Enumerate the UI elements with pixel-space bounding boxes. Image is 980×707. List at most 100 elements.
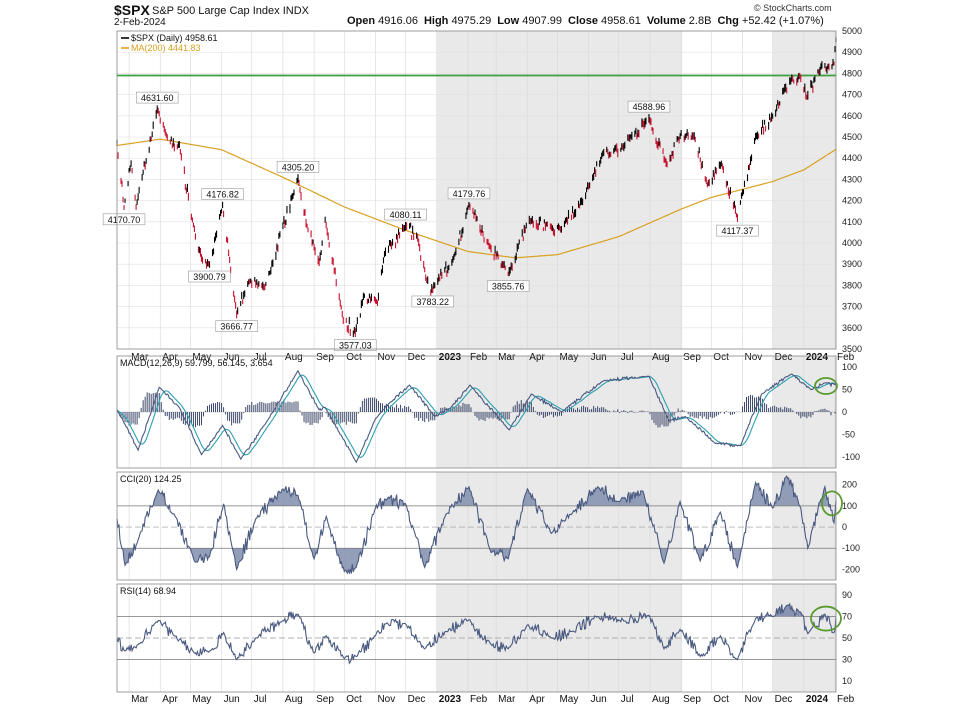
y-tick-label: 0 (842, 522, 847, 532)
price-label-box (716, 224, 759, 237)
price-label-box (201, 188, 244, 200)
x-tick-label: Jul (621, 694, 634, 705)
price-label-box (188, 270, 231, 283)
x-tick-label: May (192, 694, 211, 705)
price-label: 4170.70 (108, 215, 141, 225)
quote-value: 4916.06 (378, 15, 418, 27)
y-tick-label: -200 (842, 564, 860, 574)
legend-ma: MA(200) 4441.83 (131, 43, 201, 53)
x-tick-label: May (559, 352, 578, 363)
x-tick-label: Oct (346, 352, 362, 363)
x-tick-label: Jul (254, 352, 267, 363)
y-tick-label: 5000 (842, 26, 862, 36)
x-tick-label: Sep (683, 694, 701, 705)
quote-label: Close (568, 15, 602, 27)
x-tick-label: Nov (377, 694, 395, 705)
y-tick-label: 3500 (842, 344, 862, 354)
x-tick-label: Nov (377, 352, 395, 363)
x-tick-label: Apr (529, 694, 545, 705)
y-tick-label: 4200 (842, 196, 862, 206)
x-tick-label: Dec (775, 694, 793, 705)
y-tick-label: 4600 (842, 111, 862, 121)
rsi-legend: RSI(14) 68.94 (120, 586, 176, 596)
x-tick-label: Feb (837, 352, 855, 363)
quote-value: 2.8B (688, 15, 712, 27)
quote-value: +52.42 (+1.07%) (741, 15, 824, 27)
x-tick-label: Apr (529, 352, 545, 363)
y-tick-label: 70 (842, 611, 852, 621)
y-tick-label: 10 (842, 676, 852, 686)
y-tick-label: 4000 (842, 238, 862, 248)
x-tick-label: Apr (162, 694, 178, 705)
quote-label: Open (347, 15, 379, 27)
macd-legend: MACD(12,26,9) 59.799, 56.145, 3.654 (120, 358, 273, 368)
y-tick-label: 3600 (842, 323, 862, 333)
x-tick-label: Aug (652, 694, 670, 705)
price-label-box (384, 208, 427, 221)
ticker-symbol: $SPX (114, 2, 150, 18)
price-label: 4176.82 (206, 190, 239, 200)
x-tick-label: Feb (470, 694, 488, 705)
x-tick-label: Nov (744, 694, 762, 705)
x-tick-label: Sep (316, 694, 334, 705)
x-tick-label: Oct (713, 694, 729, 705)
legend-price: $SPX (Daily) 4958.61 (131, 33, 218, 43)
x-tick-label: 2024 (806, 352, 829, 363)
y-tick-label: 3700 (842, 302, 862, 312)
y-tick-label: 50 (842, 633, 852, 643)
x-tick-label: Dec (408, 352, 426, 363)
x-tick-label: 2024 (806, 694, 829, 705)
quote-label: Low (497, 15, 523, 27)
x-tick-label: Jun (224, 352, 240, 363)
x-tick-label: May (559, 694, 578, 705)
x-tick-label: May (192, 352, 211, 363)
quote-value: 4958.61 (601, 15, 641, 27)
y-tick-label: 4300 (842, 174, 862, 184)
x-tick-label: Mar (498, 694, 516, 705)
y-tick-label: 4400 (842, 153, 862, 163)
quote-label: Volume (646, 15, 689, 27)
x-tick-label: Nov (744, 352, 762, 363)
macd-line (116, 369, 837, 464)
quote-value: 4975.29 (451, 15, 492, 27)
x-tick-label: Mar (131, 352, 149, 363)
price-label-box (334, 339, 377, 351)
y-tick-label: 30 (842, 655, 852, 665)
y-tick-label: 3900 (842, 259, 862, 269)
highlight-circle (814, 377, 838, 395)
panel-border (116, 583, 837, 693)
price-label: 3666.77 (220, 322, 253, 332)
price-label: 4305.20 (282, 162, 315, 172)
legend-box (118, 32, 236, 52)
x-tick-label: Mar (498, 352, 516, 363)
price-label: 4117.37 (722, 226, 754, 236)
y-tick-label: 90 (842, 590, 852, 600)
panel-border (116, 355, 837, 469)
x-tick-label: Dec (775, 352, 793, 363)
price-label: 3855.76 (492, 282, 525, 292)
highlight-circle (821, 490, 843, 517)
price-label: 4588.96 (633, 102, 666, 112)
x-tick-label: Aug (652, 352, 670, 363)
y-tick-label: -100 (842, 452, 860, 462)
y-tick-label: 100 (842, 362, 857, 372)
chart-date: 2-Feb-2024 (114, 17, 166, 28)
stockcharts-brand: © StockCharts.com (754, 3, 832, 13)
y-tick-label: 4800 (842, 68, 862, 78)
x-tick-label: Feb (837, 694, 855, 705)
quote-value: 4907.99 (522, 15, 563, 27)
x-tick-label: Oct (346, 694, 362, 705)
macd-signal-line (116, 374, 837, 458)
price-label: 4080.11 (390, 210, 422, 220)
x-tick-label: Jul (254, 694, 267, 705)
y-tick-label: 200 (842, 480, 857, 490)
y-tick-label: 4500 (842, 132, 862, 142)
price-label-box (136, 91, 179, 104)
quote-label: Chg (717, 15, 742, 27)
cci-legend: CCI(20) 124.25 (120, 474, 182, 484)
shaded-region (772, 31, 836, 349)
x-tick-label: 2023 (439, 352, 462, 363)
price-label-box (411, 295, 454, 308)
price-label: 4631.60 (141, 93, 174, 103)
